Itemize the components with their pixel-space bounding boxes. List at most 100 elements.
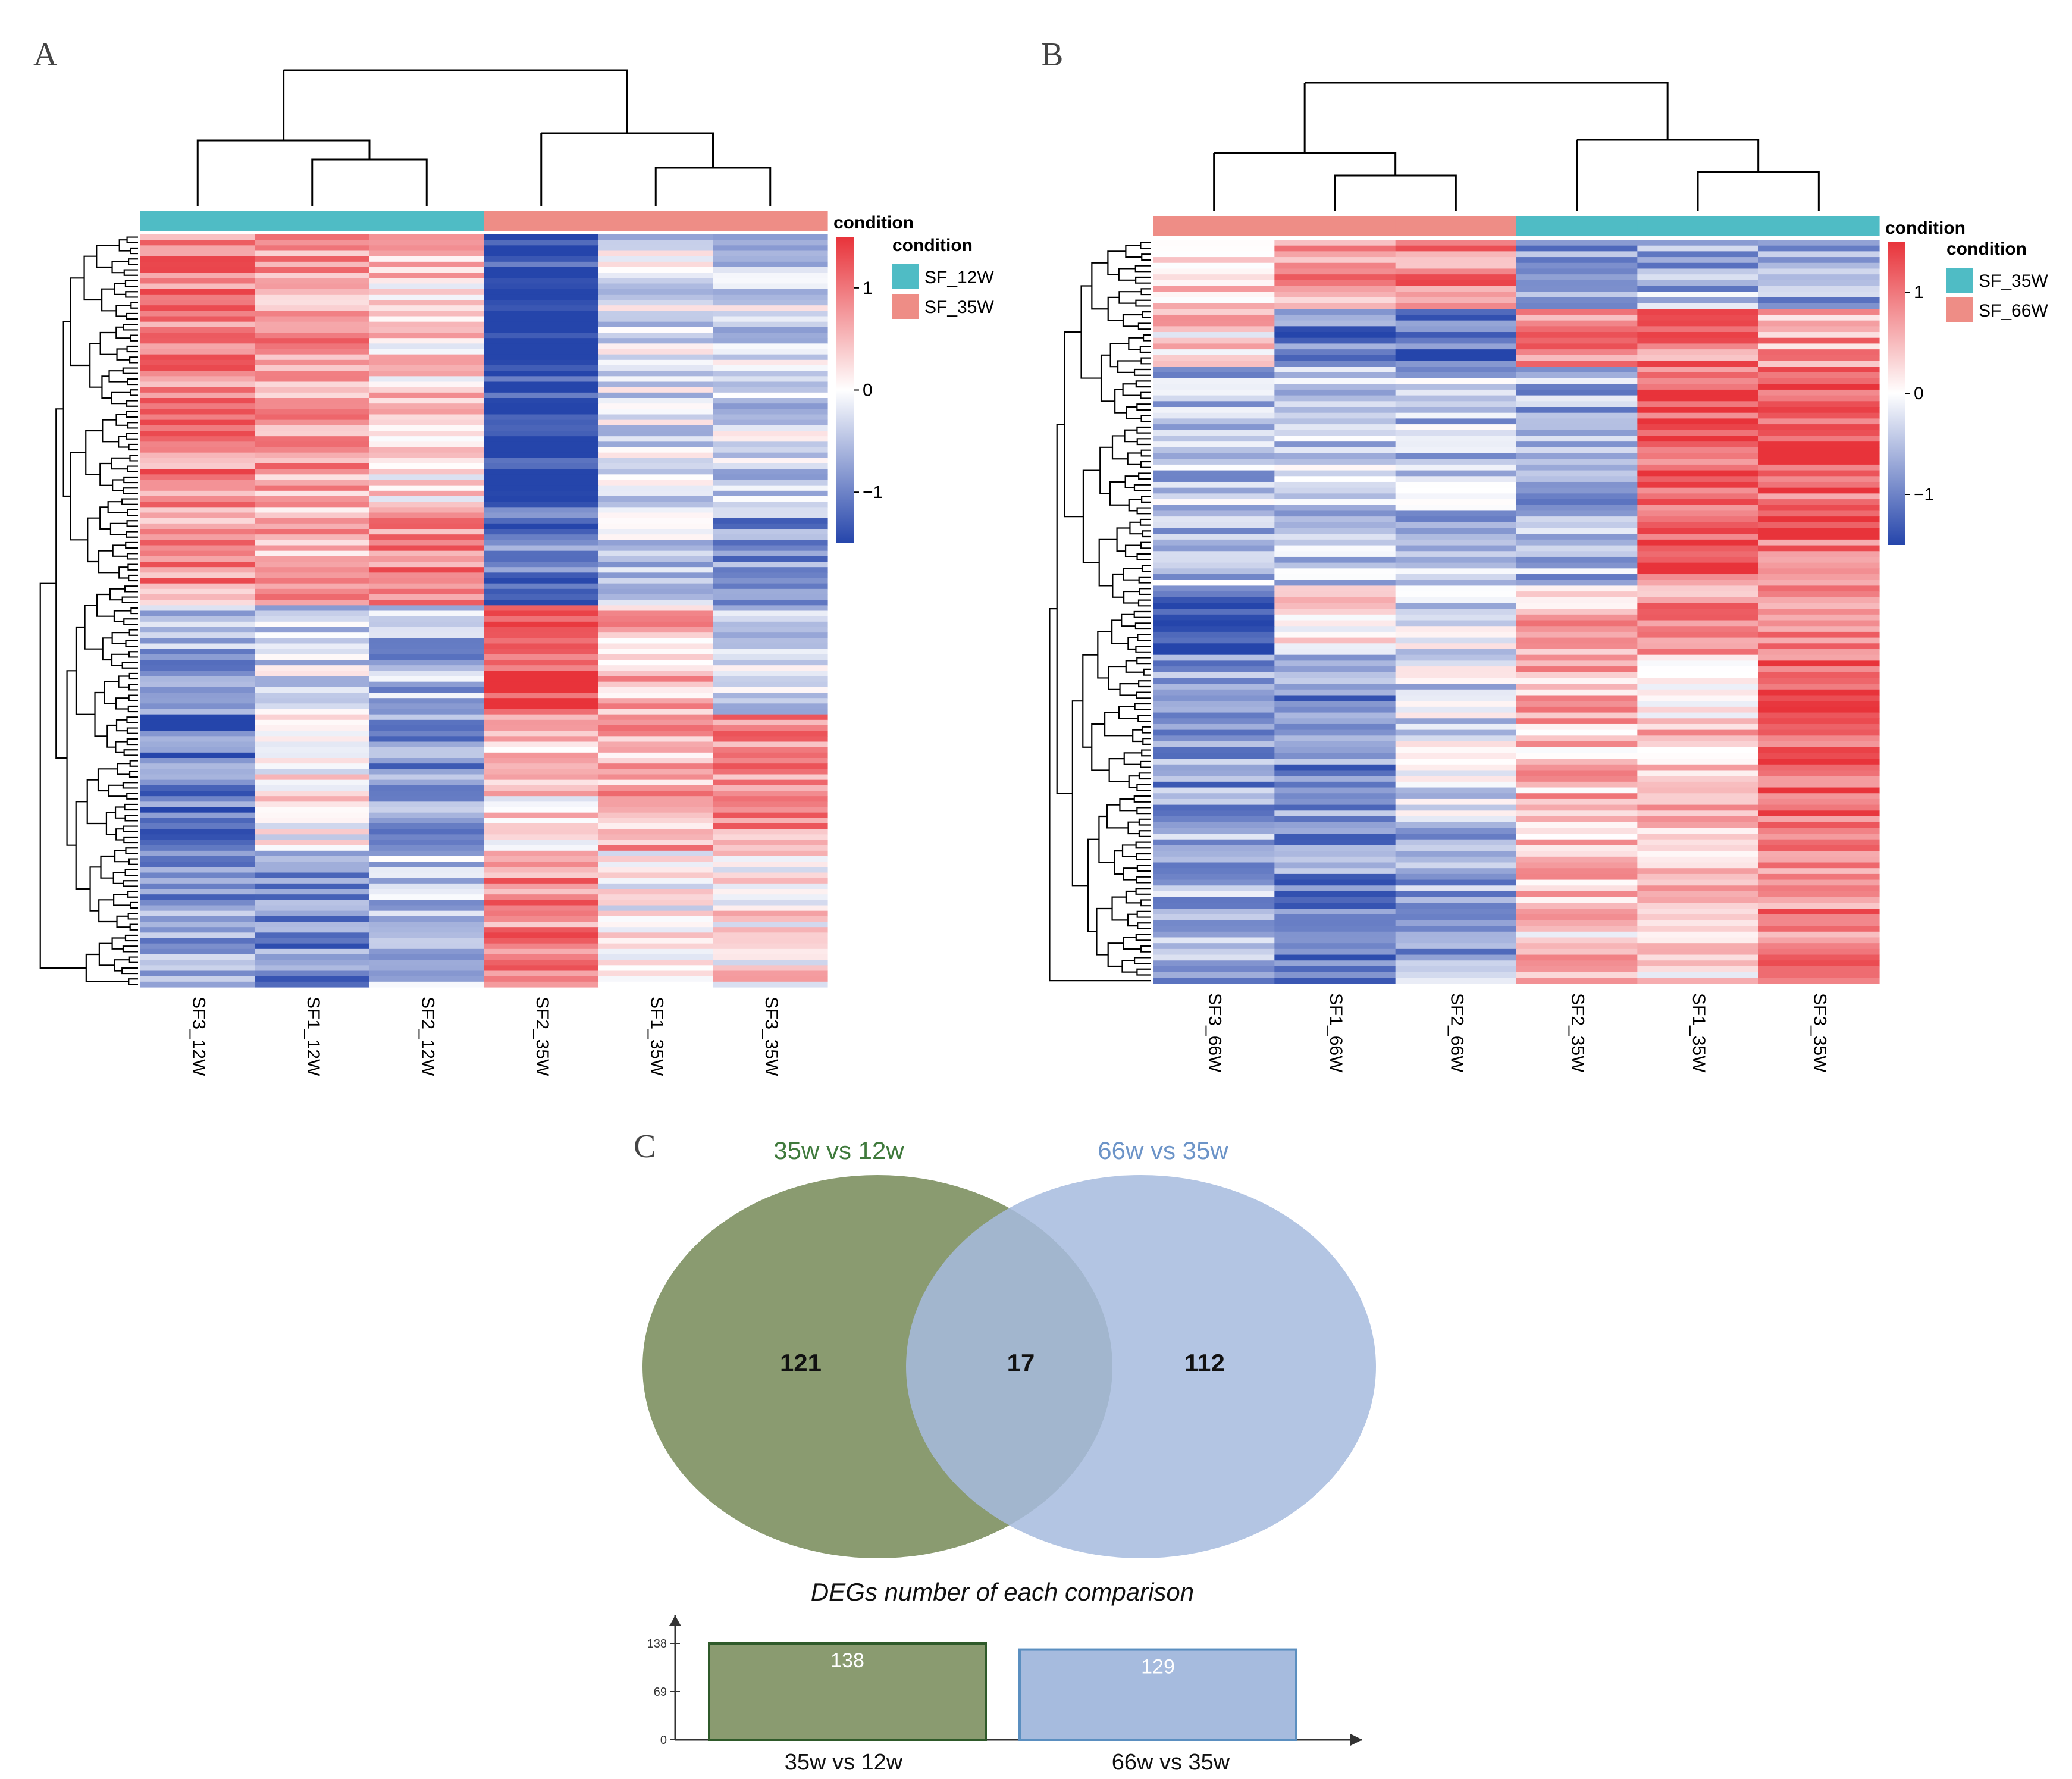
heatmap-cell bbox=[1637, 810, 1759, 817]
heatmap-cell bbox=[1516, 268, 1638, 275]
heatmap-cell bbox=[140, 719, 256, 726]
heatmap-cell bbox=[484, 594, 599, 600]
heatmap-cell bbox=[484, 687, 599, 693]
heatmap-cell bbox=[1395, 660, 1517, 667]
dendrogram-branch bbox=[123, 324, 138, 331]
heatmap-cell bbox=[484, 300, 599, 306]
heatmap-cell bbox=[1395, 297, 1517, 304]
dendrogram-branch bbox=[1119, 683, 1139, 696]
heatmap-cell bbox=[713, 627, 828, 633]
heatmap-cell bbox=[140, 752, 256, 759]
heatmap-cell bbox=[598, 681, 714, 688]
heatmap-cell bbox=[1516, 481, 1638, 488]
heatmap-cell bbox=[1758, 574, 1880, 581]
heatmap-cell bbox=[1516, 401, 1638, 408]
heatmap-cell bbox=[1516, 262, 1638, 270]
heatmap-cell bbox=[255, 845, 370, 851]
dendrogram-branch bbox=[1129, 521, 1143, 535]
heatmap-cell bbox=[484, 343, 599, 350]
heatmap-cell bbox=[1274, 920, 1396, 926]
heatmap-cell bbox=[1395, 943, 1517, 950]
heatmap-cell bbox=[1637, 914, 1759, 921]
legend-label: SF_66W bbox=[1979, 301, 2048, 321]
heatmap-cell bbox=[598, 741, 714, 748]
sample-label: SF3_12W bbox=[189, 997, 208, 1076]
heatmap-cell bbox=[1153, 885, 1275, 892]
heatmap-cell bbox=[1637, 597, 1759, 604]
heatmap-cell bbox=[598, 981, 714, 988]
heatmap-cell bbox=[369, 752, 485, 759]
heatmap-cell bbox=[1153, 568, 1275, 575]
dendrogram-branch bbox=[108, 784, 127, 797]
heatmap-cell bbox=[1516, 631, 1638, 638]
dendrogram-branch bbox=[1099, 446, 1112, 494]
heatmap-cell bbox=[713, 763, 828, 769]
heatmap-cell bbox=[484, 714, 599, 721]
heatmap-cell bbox=[1153, 948, 1275, 956]
heatmap-cell bbox=[1516, 476, 1638, 483]
heatmap-cell bbox=[369, 327, 485, 333]
heatmap-cell bbox=[1516, 551, 1638, 557]
heatmap-cell bbox=[1153, 643, 1275, 650]
heatmap-cell bbox=[598, 840, 714, 846]
heatmap-cell bbox=[369, 474, 485, 481]
dendrogram-branch bbox=[109, 522, 127, 535]
heatmap-cell bbox=[369, 862, 485, 867]
panel-letter: A bbox=[33, 36, 58, 73]
heatmap-cell bbox=[1153, 286, 1275, 292]
heatmap-cell bbox=[1153, 937, 1275, 944]
heatmap-cell bbox=[1153, 706, 1275, 713]
heatmap-cell bbox=[598, 349, 714, 355]
heatmap-cell bbox=[1637, 545, 1759, 552]
heatmap-cell bbox=[140, 289, 256, 295]
heatmap-cell bbox=[1758, 320, 1880, 327]
heatmap-cell bbox=[598, 719, 714, 726]
heatmap-cell bbox=[1153, 412, 1275, 419]
heatmap-cell bbox=[1153, 787, 1275, 794]
heatmap-cell bbox=[1758, 516, 1880, 523]
heatmap-cell bbox=[598, 948, 714, 955]
heatmap-cell bbox=[1637, 718, 1759, 725]
heatmap-cell bbox=[1274, 361, 1396, 367]
heatmap-cell bbox=[484, 349, 599, 355]
heatmap-cell bbox=[140, 889, 256, 895]
heatmap-cell bbox=[484, 572, 599, 579]
heatmap-cell bbox=[1395, 810, 1517, 817]
dendrogram-branch bbox=[283, 69, 628, 133]
heatmap-cell bbox=[1153, 355, 1275, 362]
heatmap-cell bbox=[140, 948, 256, 955]
heatmap-cell bbox=[598, 300, 714, 306]
dendrogram-branch bbox=[128, 694, 138, 701]
heatmap-cell bbox=[713, 818, 828, 824]
heatmap-cell bbox=[369, 910, 485, 917]
heatmap-cell bbox=[484, 758, 599, 764]
heatmap-cell bbox=[1516, 684, 1638, 690]
heatmap-cell bbox=[713, 910, 828, 917]
heatmap-cell bbox=[1395, 574, 1517, 581]
heatmap-cell bbox=[255, 627, 370, 633]
heatmap-cell bbox=[1395, 960, 1517, 967]
heatmap-cell bbox=[255, 305, 370, 311]
sample-label: SF2_35W bbox=[1568, 993, 1588, 1073]
dendrogram-branch bbox=[129, 923, 138, 931]
dendrogram-branch bbox=[70, 277, 90, 367]
heatmap-cell bbox=[598, 583, 714, 590]
heatmap-cell bbox=[1395, 280, 1517, 287]
heatmap-cell bbox=[1274, 856, 1396, 863]
dendrogram-branch bbox=[1576, 139, 1760, 172]
heatmap-cell bbox=[369, 850, 485, 857]
heatmap-cell bbox=[369, 545, 485, 552]
heatmap-cell bbox=[1758, 649, 1880, 656]
heatmap-cell bbox=[713, 376, 828, 383]
heatmap-cell bbox=[1274, 487, 1396, 494]
heatmap-cell bbox=[713, 338, 828, 344]
heatmap-cell bbox=[1395, 522, 1517, 529]
heatmap-cell bbox=[713, 791, 828, 797]
heatmap-cell bbox=[140, 856, 256, 862]
dendrogram-branch bbox=[1109, 343, 1129, 368]
heatmap-cell bbox=[1637, 776, 1759, 782]
heatmap-cell bbox=[369, 518, 485, 524]
heatmap-cell bbox=[140, 414, 256, 421]
heatmap-cell bbox=[255, 578, 370, 584]
heatmap-cell bbox=[369, 889, 485, 895]
